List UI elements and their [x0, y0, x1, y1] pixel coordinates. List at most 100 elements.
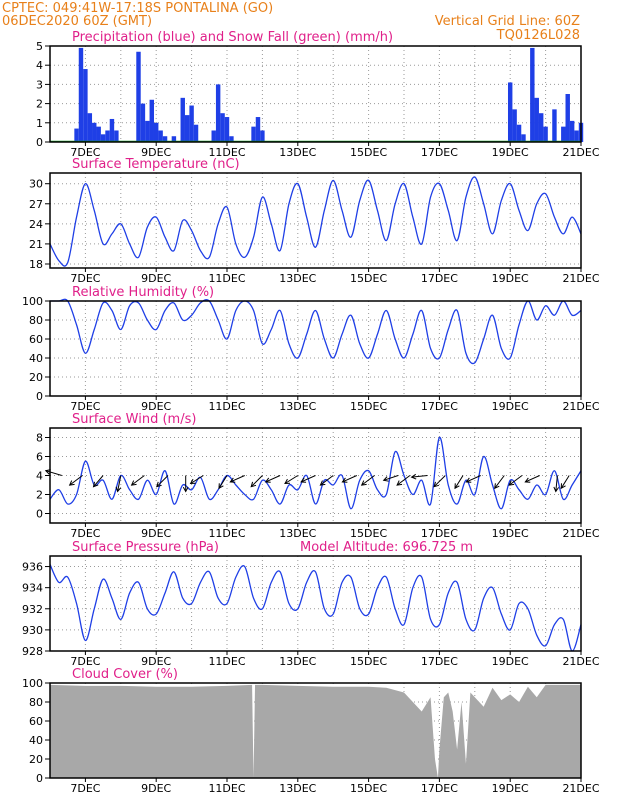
x-tick-label: 17DEC [421, 146, 458, 159]
precip-bar [78, 47, 84, 142]
x-tick-label: 11DEC [208, 782, 245, 795]
precip-bar [229, 136, 234, 142]
x-tick-label: 19DEC [492, 146, 529, 159]
wind-arrow-head [553, 486, 560, 493]
x-tick-label: 11DEC [208, 146, 245, 159]
precip-bar [534, 97, 539, 142]
precip-bar [521, 134, 526, 142]
wind-arrow [218, 475, 228, 489]
wind-arrow-head [382, 476, 389, 482]
wind-arrow-head [156, 481, 162, 488]
y-tick-label: 0 [36, 772, 43, 785]
wind-arrow [131, 475, 145, 486]
precip-bar [180, 97, 185, 142]
wind-arrow [156, 475, 169, 488]
wind-arrow [265, 475, 281, 483]
x-tick-label: 11DEC [208, 400, 245, 413]
wind-arrow-head [284, 478, 291, 485]
wind-arrow-head [189, 478, 196, 485]
y-tick-label: 1 [36, 117, 43, 130]
y-tick-label: 80 [29, 314, 43, 327]
precip-bar [87, 113, 93, 142]
wind-arrow [45, 470, 62, 476]
precip-bar [552, 109, 557, 142]
y-tick-label: 21 [29, 238, 43, 251]
precip-bar [105, 130, 110, 142]
header-station: CPTEC: 049:41W-17:18S PONTALINA (GO) [2, 1, 273, 16]
y-tick-label: 20 [29, 753, 43, 766]
precip-bar [215, 84, 221, 142]
x-tick-label: 9DEC [141, 527, 171, 540]
wind-arrow [525, 475, 540, 483]
wind-arrow-head [396, 480, 403, 486]
panel-temperature: Surface Temperature (nC) 18 21 24 27 30 7DEC 9… [29, 157, 600, 285]
precip-bar [92, 122, 97, 142]
wind-arrow [555, 475, 558, 492]
panel-frame [49, 172, 582, 269]
wind-arrow-head [130, 480, 137, 486]
cloud-cover-area [50, 684, 581, 778]
wind-arrow [342, 475, 358, 483]
x-tick-label: 11DEC [208, 272, 245, 285]
wind-arrow-head [341, 477, 348, 483]
x-tick-label: 19DEC [492, 272, 529, 285]
wind-arrow-head [524, 477, 531, 483]
panel-title-temperature: Surface Temperature (nC) [72, 157, 240, 172]
panel-wind: Surface Wind (m/s) 0 2 4 6 8 7DEC 9DEC 11DEC 13D… [36, 412, 600, 540]
x-tick-label: 21DEC [562, 272, 599, 285]
x-tick-label: 17DEC [421, 655, 458, 668]
y-tick-label: 936 [22, 561, 43, 574]
panel-title-pressure: Surface Pressure (hPa) [72, 540, 219, 555]
x-tick-label: 17DEC [421, 400, 458, 413]
precip-bar [530, 47, 535, 142]
y-tick-label: 40 [29, 734, 43, 747]
wind-arrow [383, 475, 399, 481]
precip-bar [74, 128, 79, 142]
wind-arrow [361, 475, 375, 486]
x-tick-label: 13DEC [279, 272, 316, 285]
humidity-series-line [49, 298, 582, 365]
y-tick-label: 30 [29, 178, 43, 191]
precip-bar [109, 118, 115, 142]
precip-bar [136, 51, 141, 143]
precip-bar [260, 130, 265, 142]
y-tick-label: 18 [29, 258, 43, 271]
y-tick-label: 934 [22, 582, 43, 595]
precip-bar [96, 126, 101, 142]
x-tick-label: 15DEC [350, 527, 387, 540]
y-tick-label: 60 [29, 715, 43, 728]
y-tick-label: 20 [29, 371, 43, 384]
wind-arrow [93, 475, 104, 488]
header-run-date: 06DEC2020 60Z (GMT) [2, 14, 152, 29]
x-tick-label: 21DEC [562, 527, 599, 540]
y-tick-label: 2 [36, 98, 43, 111]
y-tick-label: 27 [29, 198, 43, 211]
x-tick-label: 7DEC [70, 400, 100, 413]
x-tick-label: 21DEC [562, 782, 599, 795]
precip-bar [516, 124, 522, 142]
panel-precipitation: Precipitation (blue) and Snow Fall (gree… [36, 30, 600, 159]
precip-bar [100, 134, 106, 142]
precip-bar [114, 130, 119, 142]
x-tick-label: 13DEC [279, 782, 316, 795]
precip-bar [193, 124, 199, 142]
x-tick-label: 15DEC [350, 782, 387, 795]
precip-bar [140, 103, 146, 142]
precip-bar [83, 69, 88, 142]
model-altitude-annotation: Model Altitude: 696.725 m [300, 540, 473, 555]
precip-bar [153, 122, 159, 142]
wind-arrow-head [319, 480, 326, 486]
x-tick-label: 13DEC [279, 146, 316, 159]
wind-arrow [250, 475, 263, 488]
precip-bar [145, 120, 150, 142]
y-tick-label: 928 [22, 645, 43, 658]
precip-bar [512, 109, 517, 142]
panel-title-humidity: Relative Humidity (%) [72, 285, 214, 300]
x-tick-label: 7DEC [70, 527, 100, 540]
wind-arrow-head [229, 477, 236, 483]
wind-arrow-head [44, 469, 51, 475]
x-tick-label: 11DEC [208, 655, 245, 668]
precip-bar [574, 130, 579, 142]
wind-arrow-head [300, 477, 307, 483]
y-tick-label: 0 [36, 390, 43, 403]
